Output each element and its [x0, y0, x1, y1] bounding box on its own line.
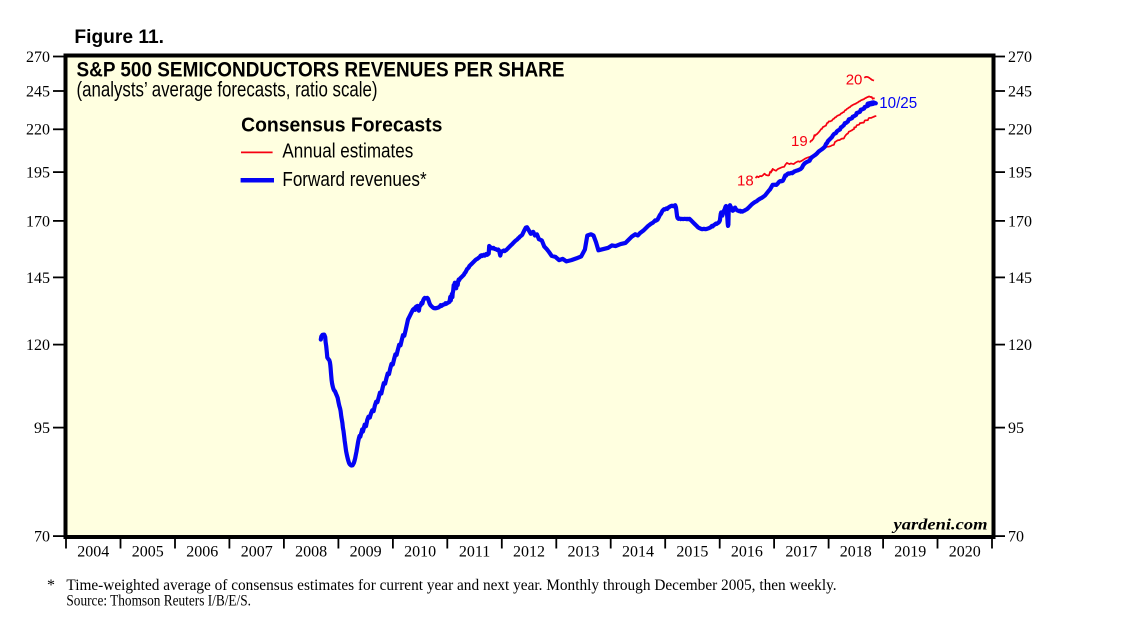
svg-text:Figure 11.: Figure 11.: [74, 27, 164, 48]
svg-text:220: 220: [26, 122, 50, 139]
svg-text:95: 95: [1008, 420, 1024, 437]
svg-text:2012: 2012: [513, 544, 545, 561]
svg-text:19: 19: [791, 133, 808, 150]
svg-text:(analysts’ average forecasts,: (analysts’ average forecasts, ratio scal…: [77, 79, 378, 102]
svg-text:220: 220: [1008, 122, 1032, 139]
svg-text:Time-weighted average of conse: Time-weighted average of consensus estim…: [66, 577, 836, 594]
svg-text:2008: 2008: [295, 544, 327, 561]
svg-text:2009: 2009: [350, 544, 382, 561]
svg-text:245: 245: [1008, 83, 1032, 100]
svg-text:120: 120: [26, 337, 50, 354]
svg-text:2006: 2006: [186, 544, 218, 561]
svg-text:2016: 2016: [731, 544, 763, 561]
svg-text:*: *: [47, 577, 55, 594]
svg-text:yardeni.com: yardeni.com: [891, 515, 987, 534]
svg-text:2007: 2007: [241, 544, 273, 561]
svg-text:2018: 2018: [840, 544, 872, 561]
svg-text:2010: 2010: [404, 544, 436, 561]
svg-text:18: 18: [737, 173, 754, 190]
svg-text:195: 195: [1008, 165, 1032, 182]
svg-text:270: 270: [26, 49, 50, 66]
svg-text:270: 270: [1008, 49, 1032, 66]
svg-text:245: 245: [26, 83, 50, 100]
svg-text:2005: 2005: [132, 544, 164, 561]
svg-text:70: 70: [34, 529, 50, 546]
svg-text:2017: 2017: [785, 544, 817, 561]
svg-text:20: 20: [846, 72, 863, 89]
svg-text:70: 70: [1008, 529, 1024, 546]
svg-text:145: 145: [1008, 270, 1032, 287]
svg-text:2011: 2011: [459, 544, 490, 561]
svg-text:120: 120: [1008, 337, 1032, 354]
svg-text:2014: 2014: [622, 544, 654, 561]
svg-text:10/25: 10/25: [879, 95, 917, 112]
svg-text:2019: 2019: [894, 544, 926, 561]
svg-text:2015: 2015: [676, 544, 708, 561]
svg-text:S&P 500 SEMICONDUCTORS REVENUE: S&P 500 SEMICONDUCTORS REVENUES PER SHAR…: [77, 57, 565, 81]
svg-text:2004: 2004: [77, 544, 109, 561]
svg-text:170: 170: [1008, 213, 1032, 230]
svg-text:Source: Thomson Reuters I/B/E/: Source: Thomson Reuters I/B/E/S.: [66, 593, 251, 610]
svg-text:2020: 2020: [949, 544, 981, 561]
svg-text:170: 170: [26, 213, 50, 230]
svg-text:2013: 2013: [568, 544, 600, 561]
svg-text:195: 195: [26, 165, 50, 182]
svg-text:Consensus Forecasts: Consensus Forecasts: [241, 114, 442, 137]
svg-text:Annual estimates: Annual estimates: [282, 141, 413, 163]
svg-text:145: 145: [26, 270, 50, 287]
svg-text:Forward revenues*: Forward revenues*: [282, 169, 426, 191]
svg-text:95: 95: [34, 420, 50, 437]
